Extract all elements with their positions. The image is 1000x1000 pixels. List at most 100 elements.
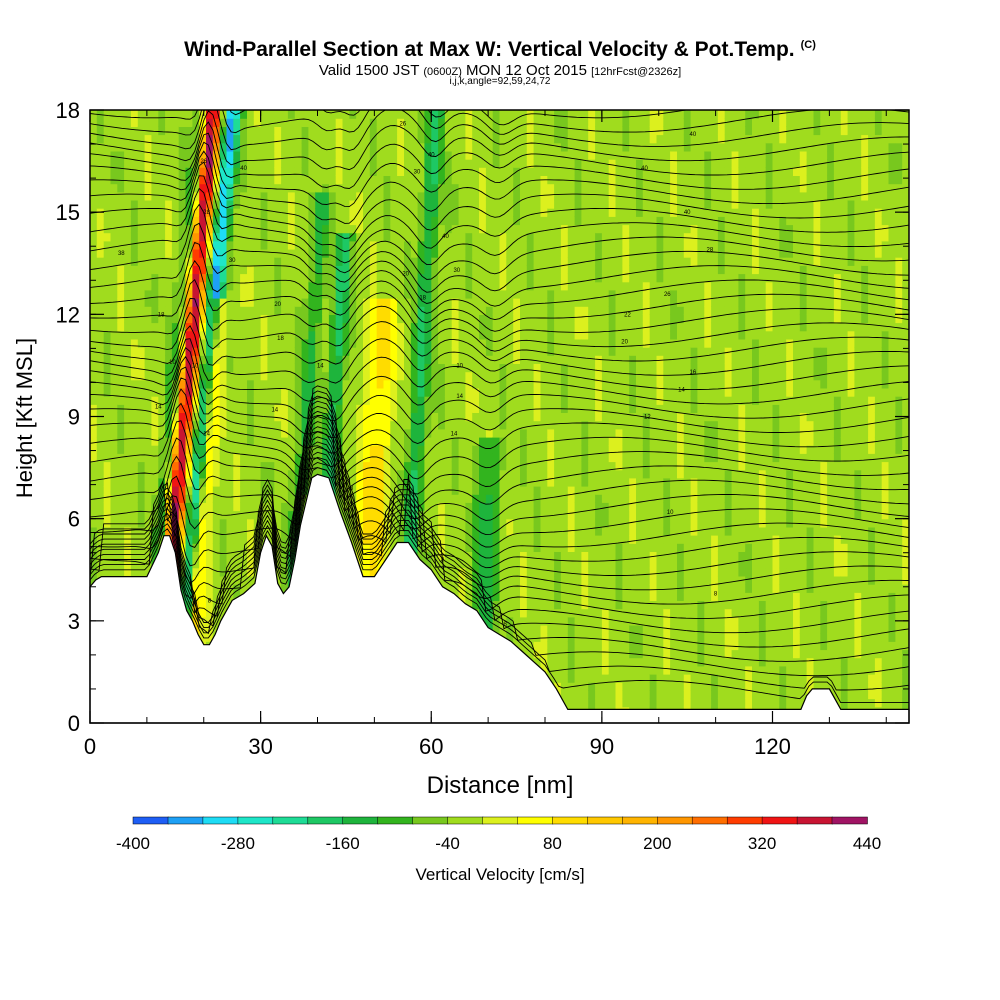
field-cell xyxy=(315,265,323,275)
field-cell xyxy=(110,322,118,332)
field-cell xyxy=(506,477,514,487)
field-cell xyxy=(212,281,221,291)
field-cell xyxy=(178,477,187,487)
field-cell xyxy=(287,183,296,193)
field-cell xyxy=(438,453,446,463)
field-cell xyxy=(96,379,105,389)
field-cell xyxy=(178,257,187,266)
field-cell xyxy=(178,453,187,463)
field-cell xyxy=(240,461,248,471)
field-cell xyxy=(144,526,152,536)
field-cell xyxy=(219,355,228,364)
field-cell xyxy=(424,387,432,397)
field-cell xyxy=(158,396,166,405)
field-cell xyxy=(199,535,207,544)
field-cell xyxy=(424,486,432,495)
field-cell xyxy=(294,338,303,348)
field-cell xyxy=(451,347,460,356)
field-cell xyxy=(192,469,200,479)
field-cell xyxy=(151,314,159,324)
field-cell xyxy=(520,592,528,601)
field-cell xyxy=(492,134,501,144)
field-cell xyxy=(342,273,350,283)
field-cell xyxy=(124,322,132,332)
field-cell xyxy=(431,330,439,340)
field-cell xyxy=(130,191,139,201)
field-cell xyxy=(485,199,494,209)
field-cell xyxy=(212,502,221,512)
field-cell xyxy=(247,453,255,463)
field-cell xyxy=(124,420,132,430)
field-cell xyxy=(137,118,146,127)
field-cell xyxy=(363,338,371,348)
field-cell xyxy=(369,510,378,520)
field-cell xyxy=(130,494,139,503)
field-cell xyxy=(499,224,507,234)
field-cell xyxy=(376,118,385,127)
field-cell xyxy=(506,608,514,618)
field-cell xyxy=(438,159,446,168)
field-cell xyxy=(240,167,248,176)
field-cell xyxy=(267,469,275,479)
field-cell xyxy=(124,216,132,226)
field-cell xyxy=(410,477,419,487)
field-cell xyxy=(369,298,378,307)
field-cell xyxy=(117,412,125,422)
field-cell xyxy=(294,469,303,479)
field-cell xyxy=(349,371,357,381)
field-cell xyxy=(90,355,98,364)
field-cell xyxy=(404,224,412,234)
field-cell xyxy=(363,371,371,381)
field-cell xyxy=(178,265,187,275)
field-cell xyxy=(137,191,146,201)
field-cell xyxy=(240,208,248,217)
field-cell xyxy=(253,150,262,160)
field-cell xyxy=(485,338,494,348)
field-cell xyxy=(247,436,255,446)
field-cell xyxy=(404,248,412,258)
field-cell xyxy=(390,232,398,242)
field-cell xyxy=(492,216,501,226)
field-cell xyxy=(260,404,268,413)
field-cell xyxy=(287,510,296,520)
field-cell xyxy=(506,281,514,291)
field-cell xyxy=(192,502,200,512)
field-cell xyxy=(513,314,521,324)
field-cell xyxy=(431,526,439,536)
field-cell xyxy=(226,559,234,569)
field-cell xyxy=(356,126,364,136)
field-cell xyxy=(171,379,180,389)
field-cell xyxy=(465,477,473,487)
field-cell xyxy=(274,404,282,413)
field-cell xyxy=(260,159,268,168)
field-cell xyxy=(349,118,357,127)
field-cell xyxy=(165,126,173,136)
field-cell xyxy=(404,486,412,495)
field-cell xyxy=(206,624,214,634)
field-cell xyxy=(526,624,535,634)
field-cell xyxy=(212,510,221,520)
field-cell xyxy=(219,175,228,185)
field-cell xyxy=(226,322,234,332)
field-cell xyxy=(342,199,350,209)
field-cell xyxy=(431,412,439,422)
field-cell xyxy=(240,257,248,266)
field-cell xyxy=(315,306,323,315)
field-cell xyxy=(424,281,432,291)
field-cell xyxy=(451,134,460,144)
field-cell xyxy=(267,175,275,185)
field-cell xyxy=(315,404,323,413)
field-cell xyxy=(458,232,466,242)
field-cell xyxy=(479,600,487,610)
field-cell xyxy=(533,240,541,250)
field-cell xyxy=(438,232,446,242)
field-cell xyxy=(322,224,330,234)
field-cell xyxy=(144,273,152,283)
field-cell xyxy=(253,134,262,144)
field-cell xyxy=(315,420,323,430)
field-cell xyxy=(130,567,139,577)
field-cell xyxy=(472,486,480,495)
field-cell xyxy=(424,175,432,185)
field-cell xyxy=(267,167,275,176)
field-cell xyxy=(397,191,405,201)
